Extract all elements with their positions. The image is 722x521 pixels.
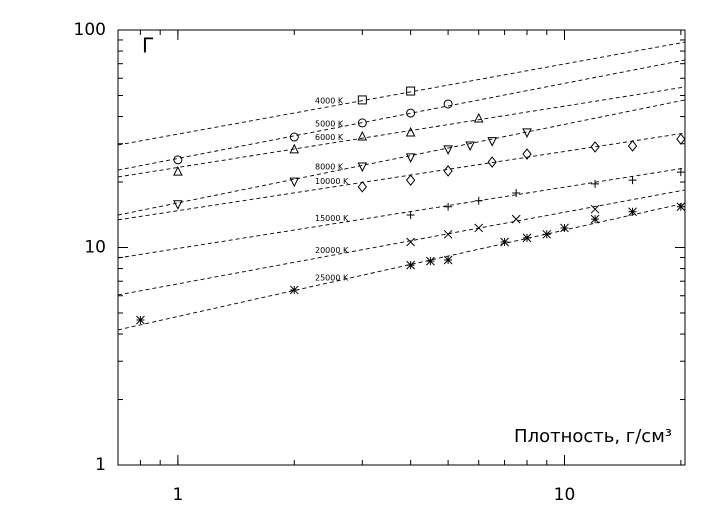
- marker: [443, 255, 453, 265]
- marker: [676, 202, 686, 212]
- marker: [542, 229, 552, 239]
- marker: [628, 176, 637, 185]
- marker: [628, 207, 637, 217]
- y-axis-label: Г: [142, 34, 154, 58]
- marker: [357, 130, 368, 141]
- fit-line: [117, 59, 686, 171]
- marker: [289, 143, 300, 154]
- y-tick-label: 1: [95, 455, 106, 475]
- series-label: 8000 K: [315, 163, 344, 172]
- marker: [405, 174, 416, 186]
- marker: [357, 95, 367, 105]
- marker: [136, 315, 145, 325]
- marker: [522, 148, 532, 160]
- fit-line: [117, 167, 686, 259]
- series-label: 10000 K: [315, 177, 349, 186]
- marker: [676, 168, 685, 177]
- marker: [590, 204, 600, 214]
- series-label: 5000 K: [315, 119, 344, 128]
- marker: [473, 112, 484, 123]
- fit-line: [117, 41, 686, 146]
- marker: [443, 145, 453, 156]
- marker: [406, 237, 415, 247]
- marker: [426, 256, 435, 266]
- marker: [406, 211, 415, 220]
- marker: [444, 202, 453, 211]
- marker: [474, 223, 484, 233]
- marker: [173, 166, 183, 176]
- marker: [289, 177, 300, 188]
- marker: [522, 128, 532, 139]
- marker: [511, 214, 521, 224]
- marker: [465, 141, 475, 152]
- marker: [522, 233, 532, 243]
- x-axis-label: Плотность, г/см³: [514, 426, 672, 447]
- series-label: 20000 K: [315, 246, 349, 255]
- marker: [405, 153, 416, 163]
- marker: [357, 181, 367, 193]
- fit-line: [117, 86, 686, 178]
- series-label: 25000 K: [315, 273, 349, 282]
- marker: [173, 155, 183, 165]
- marker: [487, 137, 497, 147]
- series-label: 15000 K: [315, 214, 349, 223]
- x-tick-label: 10: [554, 485, 576, 505]
- marker: [406, 86, 416, 96]
- plot-frame: [117, 29, 686, 466]
- marker: [443, 229, 453, 239]
- marker: [500, 237, 509, 247]
- fit-line: [117, 99, 686, 216]
- marker: [357, 162, 368, 173]
- y-tick-label: 100: [74, 20, 106, 40]
- y-tick-label: 10: [84, 238, 106, 258]
- series-label: 4000 K: [315, 97, 344, 106]
- marker: [591, 179, 600, 188]
- series-label: 6000 K: [315, 133, 344, 142]
- marker: [590, 141, 600, 153]
- marker: [406, 108, 416, 118]
- marker: [173, 200, 183, 210]
- marker: [443, 165, 453, 177]
- marker: [474, 196, 483, 205]
- marker: [443, 99, 453, 109]
- marker: [627, 140, 638, 152]
- marker: [357, 118, 367, 128]
- fit-line: [117, 189, 686, 296]
- marker: [512, 189, 521, 198]
- marker: [289, 285, 299, 295]
- marker: [676, 133, 686, 145]
- marker: [289, 132, 299, 142]
- marker: [406, 260, 415, 270]
- fit-line: [117, 202, 686, 331]
- marker: [487, 156, 497, 168]
- marker: [590, 214, 600, 224]
- fit-line: [117, 132, 686, 221]
- marker: [405, 126, 416, 137]
- marker: [560, 223, 569, 233]
- x-tick-label: 1: [172, 485, 183, 505]
